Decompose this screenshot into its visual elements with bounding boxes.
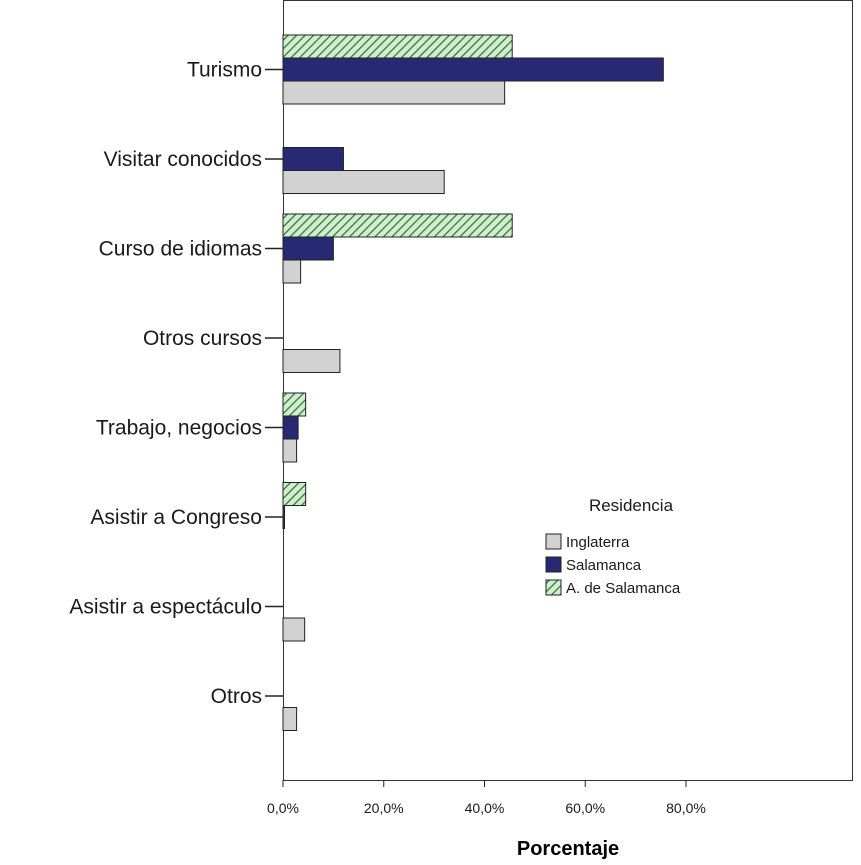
bar-inglaterra-7: [282, 707, 298, 731]
legend-swatch: [545, 533, 562, 550]
plot-frame: [283, 0, 853, 781]
legend-swatch: [545, 556, 562, 573]
bar-inglaterra-6: [282, 617, 306, 642]
legend: Residencia Inglaterra Salamanca A. de Salam…: [545, 496, 681, 597]
bar-salamanca-5: [282, 505, 286, 529]
bar-salamanca-2: [282, 236, 334, 261]
y-axis: Turismo Visitar conocidos Curso de idiomas…: [69, 59, 283, 708]
bar-salamanca-1: [282, 147, 344, 171]
bar-inglaterra-2: [282, 259, 302, 284]
legend-label: Salamanca: [566, 557, 642, 574]
x-tick-label: 60,0%: [565, 800, 605, 816]
x-tick-label: 0,0%: [267, 800, 299, 816]
bar-a-de-salamanca-0: [282, 34, 513, 59]
x-tick-label: 40,0%: [465, 800, 505, 816]
legend-title: Residencia: [589, 496, 674, 515]
x-tick-label: 80,0%: [666, 800, 706, 816]
category-label: Curso de idiomas: [99, 238, 262, 261]
legend-swatch: [545, 579, 562, 596]
category-label: Otros: [211, 685, 262, 708]
bar-inglaterra-4: [282, 438, 298, 463]
bar-a-de-salamanca-4: [282, 392, 307, 417]
category-label: Turismo: [187, 59, 262, 82]
bars-layer: [282, 34, 664, 731]
category-label: Trabajo, negocios: [96, 417, 262, 440]
category-label: Asistir a Congreso: [90, 506, 262, 529]
bar-salamanca-0: [282, 57, 664, 82]
legend-label: A. de Salamanca: [566, 580, 681, 597]
x-axis-title: Porcentaje: [517, 838, 619, 860]
bar-inglaterra-0: [282, 80, 506, 105]
x-tick-label: 20,0%: [364, 800, 404, 816]
x-axis: 0,0% 20,0% 40,0% 60,0% 80,0%: [267, 780, 706, 816]
legend-label: Inglaterra: [566, 534, 630, 551]
bar-inglaterra-1: [282, 170, 445, 194]
bar-a-de-salamanca-5: [282, 482, 307, 506]
bar-a-de-salamanca-2: [282, 213, 513, 238]
category-label: Otros cursos: [143, 327, 262, 350]
category-label: Visitar conocidos: [104, 148, 262, 171]
bar-inglaterra-3: [282, 349, 341, 373]
bar-salamanca-4: [282, 415, 299, 440]
category-label: Asistir a espectáculo: [69, 596, 262, 619]
